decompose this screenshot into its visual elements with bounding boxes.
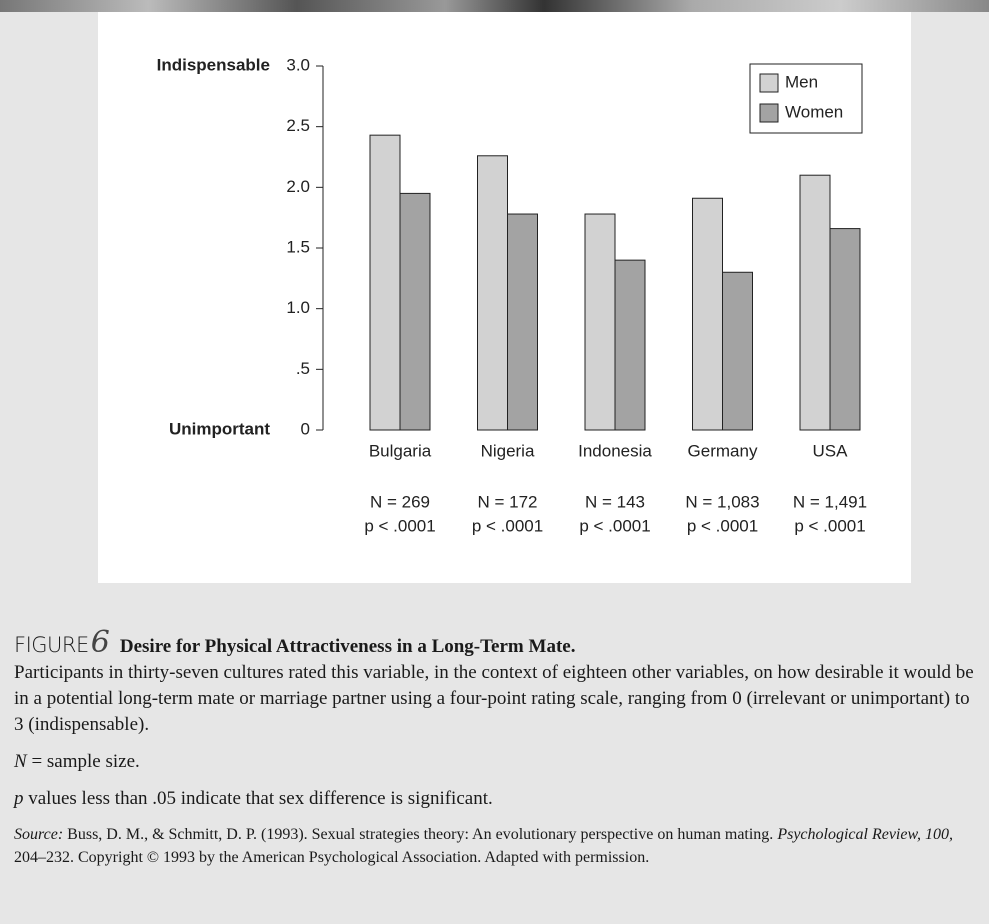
bar (614, 259, 646, 431)
symbol: N (14, 751, 27, 772)
y-label-bottom: Unimportant (169, 419, 270, 438)
legend-swatch (759, 103, 779, 123)
source: Source: Buss, D. M., & Schmitt, D. P. (1… (14, 823, 976, 869)
note-n: N = sample size. (14, 749, 976, 775)
p-label: p < .0001 (687, 516, 758, 535)
y-tick-label: 2.5 (286, 116, 310, 135)
note-text: = sample size. (31, 751, 140, 772)
y-tick-label: 0 (301, 419, 310, 438)
x-tick-label: Germany (688, 441, 758, 460)
bar (507, 213, 538, 431)
figure-title: Desire for Physical Attractiveness in a … (119, 636, 576, 657)
p-label: p < .0001 (364, 516, 435, 535)
source-label: Source: (14, 826, 64, 843)
note-text: values less than .05 indicate that sex d… (28, 788, 493, 809)
p-label: p < .0001 (579, 516, 650, 535)
bar (722, 271, 753, 431)
y-tick-label: .5 (296, 359, 310, 378)
x-tick-label: Nigeria (481, 441, 535, 460)
bar (369, 134, 401, 431)
y-tick-label: 3.0 (286, 55, 310, 74)
legend-label: Men (785, 72, 818, 91)
x-tick-label: Bulgaria (369, 441, 432, 460)
bar (799, 174, 831, 431)
x-tick-label: Indonesia (578, 441, 652, 460)
chart: Indispensable Unimportant 3.0 2.5 2.0 1.5 1.… (98, 12, 911, 583)
n-label: N = 269 (370, 492, 430, 511)
symbol: p (14, 788, 24, 809)
source-text: 204–232. Copyright © 1993 by the America… (14, 849, 650, 866)
bar (692, 197, 723, 431)
bar (584, 213, 616, 431)
y-tick-label: 1.0 (286, 298, 310, 317)
bar (399, 192, 431, 431)
note-p: p values less than .05 indicate that sex… (14, 786, 976, 812)
n-label: N = 143 (585, 492, 645, 511)
figure-number: 6 (90, 625, 110, 660)
y-tick-label: 1.5 (286, 237, 310, 256)
x-tick-label: USA (813, 441, 849, 460)
caption-title: FIGURE6 Desire for Physical Attractivenes… (14, 628, 976, 738)
description: Participants in thirty-seven cultures ra… (14, 662, 974, 735)
journal: Psychological Review, 100, (777, 826, 953, 843)
legend-swatch (759, 73, 779, 93)
figure-word: FIGURE (14, 633, 89, 657)
n-label: N = 1,491 (793, 492, 867, 511)
caption: FIGURE6 Desire for Physical Attractivenes… (14, 628, 976, 880)
source-text: Buss, D. M., & Schmitt, D. P. (1993). Se… (67, 826, 774, 843)
y-tick-label: 2.0 (286, 177, 310, 196)
p-label: p < .0001 (472, 516, 543, 535)
legend-label: Women (785, 102, 843, 121)
n-label: N = 172 (477, 492, 537, 511)
p-label: p < .0001 (794, 516, 865, 535)
bar (829, 228, 861, 431)
n-label: N = 1,083 (685, 492, 759, 511)
bar (477, 155, 508, 431)
header-strip (0, 0, 989, 12)
y-label-top: Indispensable (157, 55, 270, 74)
